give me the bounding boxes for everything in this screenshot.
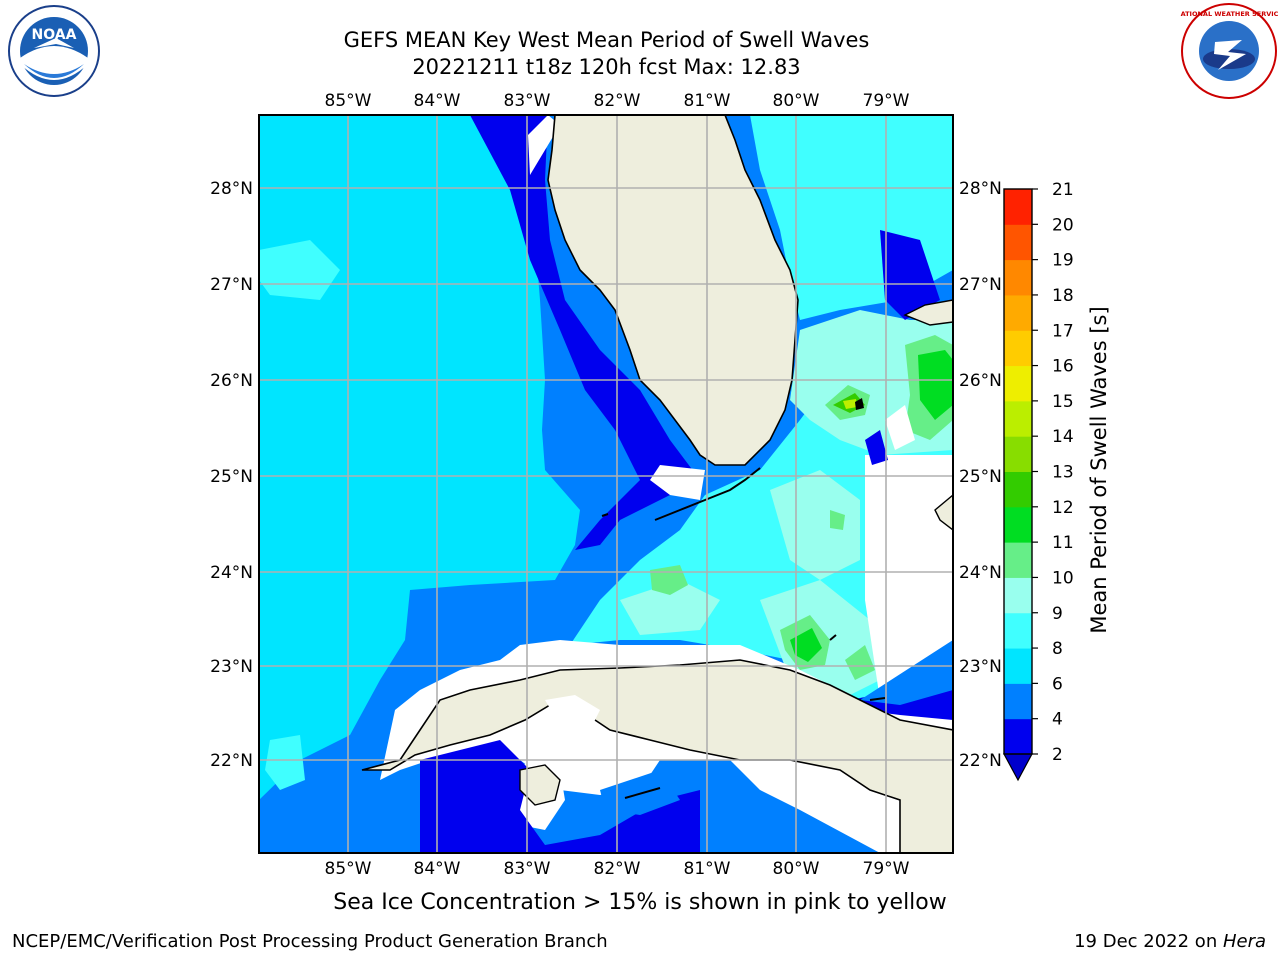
lat-label-left: 24°N xyxy=(210,563,253,583)
nws-logo: NATIONAL WEATHER SERVICE xyxy=(1180,3,1278,99)
lat-label-left: 23°N xyxy=(210,657,253,677)
lon-label-bottom: 81°W xyxy=(684,859,731,879)
colorbar-segment xyxy=(1004,612,1032,649)
lat-label-left: 26°N xyxy=(210,371,253,391)
colorbar-segment xyxy=(1004,189,1032,225)
map-plot-area xyxy=(259,115,953,853)
cuba-land xyxy=(361,659,953,853)
noaa-logo-text: NOAA xyxy=(32,27,77,43)
map-figure: 85°W 84°W 83°W 82°W 81°W 80°W 79°W 85°W … xyxy=(210,91,1111,879)
isle-of-youth xyxy=(519,764,561,806)
colorbar-segment xyxy=(1004,506,1032,543)
colorbar-tick-label: 6 xyxy=(1052,674,1063,694)
chart-title-line1: GEFS MEAN Key West Mean Period of Swell … xyxy=(343,28,870,52)
chart-title-line2: 20221211 t18z 120h fcst Max: 12.83 xyxy=(412,55,801,79)
colorbar-segment xyxy=(1004,648,1032,684)
lat-label-right: 22°N xyxy=(959,751,1002,771)
colorbar-segment xyxy=(1004,683,1032,720)
colorbar-segment xyxy=(1004,224,1032,261)
lat-label-left: 28°N xyxy=(210,179,253,199)
lon-label-bottom: 80°W xyxy=(773,859,820,879)
lat-label-right: 28°N xyxy=(959,179,1002,199)
nws-logo-text: NATIONAL WEATHER SERVICE xyxy=(1180,10,1278,18)
lon-label-bottom: 79°W xyxy=(863,859,910,879)
florida-land xyxy=(547,115,799,466)
footer-host: Hera xyxy=(1222,931,1266,952)
noaa-logo: NOAA xyxy=(8,5,100,97)
colorbar-tick-label: 14 xyxy=(1052,427,1074,447)
footer-date-text: 19 Dec 2022 on xyxy=(1074,931,1223,952)
colorbar-segment xyxy=(1004,294,1032,331)
lon-label-bottom: 85°W xyxy=(325,859,372,879)
colorbar-segment xyxy=(1004,436,1032,472)
colorbar-segment xyxy=(1004,471,1032,508)
colorbar-tick-label: 10 xyxy=(1052,568,1074,588)
lat-label-right: 23°N xyxy=(959,657,1002,677)
colorbar-tick-label: 12 xyxy=(1052,498,1074,518)
lat-label-left: 27°N xyxy=(210,275,253,295)
lon-label-top: 83°W xyxy=(504,91,551,111)
lat-label-right: 27°N xyxy=(959,275,1002,295)
lon-label-top: 81°W xyxy=(684,91,731,111)
colorbar-segment xyxy=(1004,542,1032,578)
colorbar-tick-label: 11 xyxy=(1052,533,1074,553)
footer-date: 19 Dec 2022 on Hera xyxy=(1074,931,1266,952)
footer-branch: NCEP/EMC/Verification Post Processing Pr… xyxy=(12,931,608,952)
colorbar-tick-label: 19 xyxy=(1052,251,1074,271)
sea-ice-caption: Sea Ice Concentration > 15% is shown in … xyxy=(333,890,947,915)
colorbar-segment xyxy=(1004,365,1032,402)
lon-label-top: 82°W xyxy=(594,91,641,111)
colorbar-tick-label: 16 xyxy=(1052,357,1074,377)
graticule xyxy=(259,115,953,853)
lat-label-right: 25°N xyxy=(959,467,1002,487)
colorbar-tick-label: 15 xyxy=(1052,392,1074,412)
lon-labels-top: 85°W 84°W 83°W 82°W 81°W 80°W 79°W xyxy=(325,91,910,111)
lon-label-top: 80°W xyxy=(773,91,820,111)
colorbar-tick-label: 20 xyxy=(1052,215,1074,235)
lat-label-right: 24°N xyxy=(959,563,1002,583)
colorbar-segment xyxy=(1004,330,1032,367)
lat-label-left: 22°N xyxy=(210,751,253,771)
colorbar-tick-label: 9 xyxy=(1052,604,1063,624)
colorbar-tick-label: 2 xyxy=(1052,745,1063,765)
swell-band-10-11 xyxy=(918,350,953,420)
bahamas-land xyxy=(903,299,953,326)
lon-label-top: 84°W xyxy=(414,91,461,111)
colorbar-tick-label: 21 xyxy=(1052,180,1074,200)
lon-label-bottom: 83°W xyxy=(504,859,551,879)
lon-labels-bottom: 85°W 84°W 83°W 82°W 81°W 80°W 79°W xyxy=(325,859,910,879)
colorbar-tick-label: 8 xyxy=(1052,639,1063,659)
colorbar-tick-label: 18 xyxy=(1052,286,1074,306)
colorbar-segment xyxy=(1004,400,1032,437)
lat-labels-left: 28°N 27°N 26°N 25°N 24°N 23°N 22°N xyxy=(210,179,253,771)
colorbar-tick-label: 17 xyxy=(1052,321,1074,341)
colorbar-segment xyxy=(1004,577,1032,614)
lon-label-bottom: 84°W xyxy=(414,859,461,879)
lon-label-bottom: 82°W xyxy=(594,859,641,879)
lat-label-left: 25°N xyxy=(210,467,253,487)
lat-labels-right: 28°N 27°N 26°N 25°N 24°N 23°N 22°N xyxy=(959,179,1002,771)
colorbar-segment xyxy=(1004,259,1032,296)
lat-label-right: 26°N xyxy=(959,371,1002,391)
lon-label-top: 79°W xyxy=(863,91,910,111)
lon-label-top: 85°W xyxy=(325,91,372,111)
no-data-area xyxy=(528,115,560,175)
colorbar-tick-label: 4 xyxy=(1052,710,1063,730)
colorbar-segment xyxy=(1004,718,1032,755)
colorbar-label: Mean Period of Swell Waves [s] xyxy=(1087,306,1111,633)
colorbar-extend-arrow xyxy=(1002,753,1034,782)
colorbar-tick-label: 13 xyxy=(1052,463,1074,483)
map-frame xyxy=(258,114,954,854)
colorbar: 2 4 6 8 9 10 11 12 13 14 15 16 17 18 19 20 21 xyxy=(1002,180,1074,782)
